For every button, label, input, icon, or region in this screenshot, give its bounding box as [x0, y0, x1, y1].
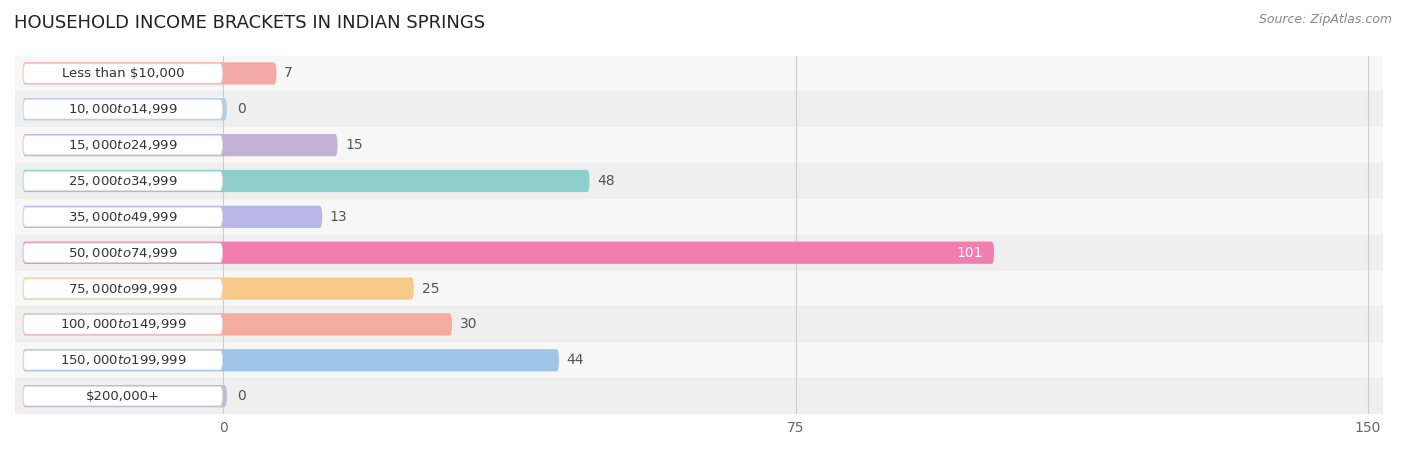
FancyBboxPatch shape — [22, 385, 226, 407]
FancyBboxPatch shape — [22, 278, 413, 300]
FancyBboxPatch shape — [22, 242, 994, 264]
Text: 30: 30 — [460, 317, 477, 331]
Text: $10,000 to $14,999: $10,000 to $14,999 — [67, 102, 177, 116]
FancyBboxPatch shape — [7, 127, 1384, 163]
FancyBboxPatch shape — [7, 270, 1384, 306]
Text: 0: 0 — [236, 102, 246, 116]
Text: $200,000+: $200,000+ — [86, 390, 160, 403]
FancyBboxPatch shape — [22, 134, 337, 156]
Text: 7: 7 — [284, 67, 292, 81]
FancyBboxPatch shape — [7, 378, 1384, 414]
Text: 13: 13 — [330, 210, 347, 224]
FancyBboxPatch shape — [7, 91, 1384, 127]
FancyBboxPatch shape — [22, 170, 589, 192]
FancyBboxPatch shape — [24, 243, 222, 262]
Text: $15,000 to $24,999: $15,000 to $24,999 — [67, 138, 177, 152]
FancyBboxPatch shape — [7, 235, 1384, 270]
Text: 0: 0 — [236, 389, 246, 403]
Text: $100,000 to $149,999: $100,000 to $149,999 — [59, 317, 186, 331]
FancyBboxPatch shape — [22, 62, 277, 85]
Text: Source: ZipAtlas.com: Source: ZipAtlas.com — [1258, 14, 1392, 27]
FancyBboxPatch shape — [7, 342, 1384, 378]
FancyBboxPatch shape — [22, 349, 560, 371]
FancyBboxPatch shape — [24, 315, 222, 334]
Text: $25,000 to $34,999: $25,000 to $34,999 — [67, 174, 177, 188]
FancyBboxPatch shape — [24, 351, 222, 370]
Text: $150,000 to $199,999: $150,000 to $199,999 — [59, 353, 186, 367]
FancyBboxPatch shape — [24, 64, 222, 83]
FancyBboxPatch shape — [24, 207, 222, 226]
FancyBboxPatch shape — [24, 99, 222, 119]
Text: 44: 44 — [567, 353, 583, 367]
FancyBboxPatch shape — [7, 163, 1384, 199]
Text: 15: 15 — [344, 138, 363, 152]
Text: $35,000 to $49,999: $35,000 to $49,999 — [67, 210, 177, 224]
Text: $50,000 to $74,999: $50,000 to $74,999 — [67, 246, 177, 260]
FancyBboxPatch shape — [24, 387, 222, 406]
FancyBboxPatch shape — [24, 279, 222, 298]
Text: $75,000 to $99,999: $75,000 to $99,999 — [67, 282, 177, 296]
FancyBboxPatch shape — [7, 55, 1384, 91]
Text: 48: 48 — [598, 174, 614, 188]
Text: Less than $10,000: Less than $10,000 — [62, 67, 184, 80]
FancyBboxPatch shape — [24, 135, 222, 155]
Text: 25: 25 — [422, 282, 439, 296]
Text: HOUSEHOLD INCOME BRACKETS IN INDIAN SPRINGS: HOUSEHOLD INCOME BRACKETS IN INDIAN SPRI… — [14, 14, 485, 32]
FancyBboxPatch shape — [24, 171, 222, 191]
Text: 101: 101 — [956, 246, 983, 260]
FancyBboxPatch shape — [22, 313, 453, 336]
FancyBboxPatch shape — [22, 98, 226, 121]
FancyBboxPatch shape — [22, 206, 322, 228]
FancyBboxPatch shape — [7, 306, 1384, 342]
FancyBboxPatch shape — [7, 199, 1384, 235]
